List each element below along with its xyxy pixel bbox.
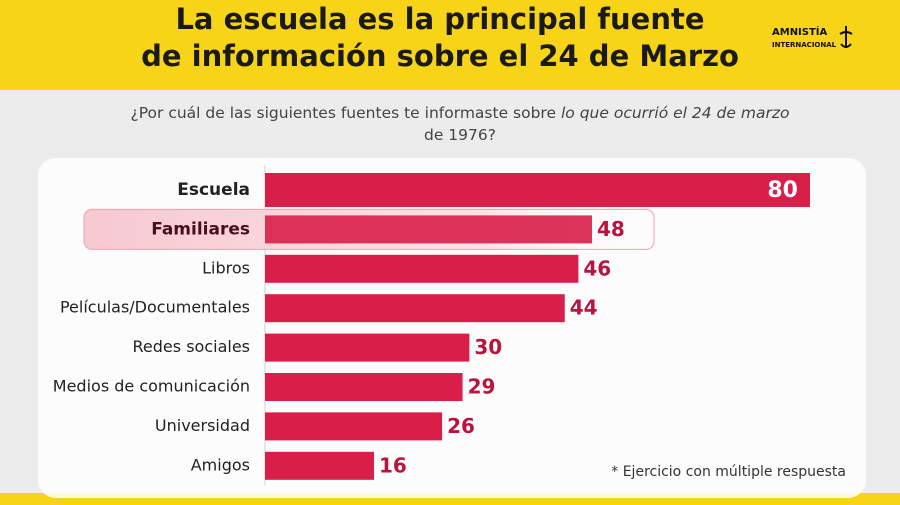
category-label: Universidad [155,416,250,435]
category-label: Redes sociales [133,337,250,356]
bar [265,254,579,283]
footnote: * Ejercicio con múltiple respuesta [611,464,846,480]
chart-title: de información sobre el 24 de Marzo [141,39,739,73]
logo-icon [839,26,853,48]
bar [265,412,443,441]
value-label: 30 [474,335,502,359]
category-label: Libros [202,258,250,277]
value-label: 29 [468,375,496,399]
bar [265,294,565,323]
bar [265,451,374,480]
subtitle-text: de 1976? [424,126,496,144]
subtitle-italic: lo que ocurrió el 24 de marzo [561,104,790,122]
value-label: 48 [597,217,625,241]
header-band [0,0,900,90]
value-label: 26 [447,414,475,438]
bar [265,333,470,362]
bar [265,215,592,244]
subtitle: ¿Por cuál de las siguientes fuentes te i… [95,102,825,146]
value-label: 44 [570,296,598,320]
category-label: Escuela [177,180,250,200]
category-label: Amigos [191,455,250,474]
category-label: Medios de comunicación [53,377,250,396]
value-label: 16 [379,453,407,477]
category-label: Películas/Documentales [60,298,250,317]
category-label: Familiares [151,219,250,239]
bar [265,373,463,401]
subtitle-text: ¿Por cuál de las siguientes fuentes te i… [130,104,556,122]
logo-text: AMNISTÍA [772,25,828,38]
bar [265,173,810,207]
value-label: 46 [583,256,611,280]
chart-title: La escuela es la principal fuente [175,2,704,36]
logo-text: INTERNACIONAL [772,41,837,49]
value-label: 80 [767,178,798,203]
